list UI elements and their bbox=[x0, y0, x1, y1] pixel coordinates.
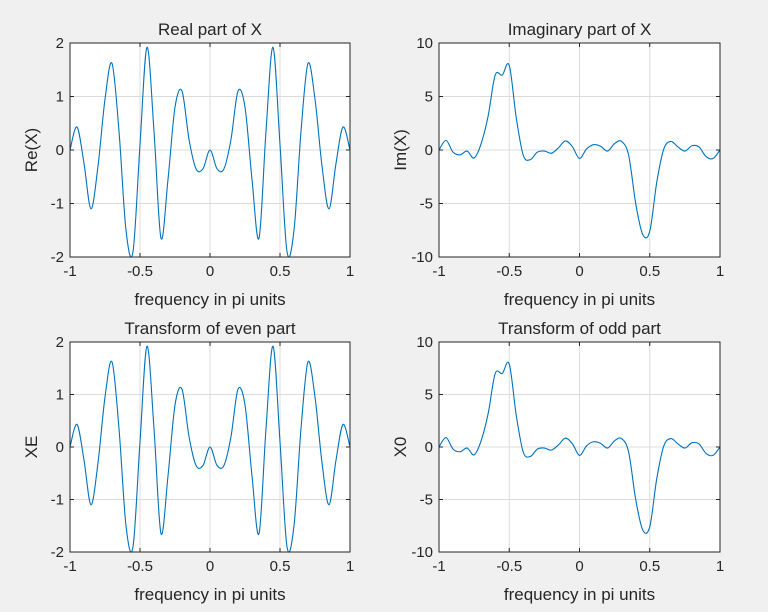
real-part-y-tick-label: 2 bbox=[56, 35, 64, 52]
odd-part-x-tick-label: 0 bbox=[575, 558, 583, 575]
even-part-y-tick-label: 1 bbox=[56, 387, 64, 404]
even-part-title: Transform of even part bbox=[124, 319, 296, 338]
odd-part-x-tick-label: 0.5 bbox=[639, 558, 660, 575]
imaginary-part-x-tick-label: 0.5 bbox=[639, 263, 660, 280]
real-part-y-tick-label: -1 bbox=[51, 196, 64, 213]
even-part-y-tick-label: 0 bbox=[56, 439, 64, 456]
real-part-y-axis-label: Re(X) bbox=[22, 128, 41, 172]
odd-part-y-tick-label: 5 bbox=[425, 387, 433, 404]
imaginary-part-y-axis-label: Im(X) bbox=[391, 129, 410, 171]
odd-part-x-tick-label: 1 bbox=[716, 558, 724, 575]
even-part-series-line bbox=[69, 345, 351, 553]
even-part-x-tick-label: 1 bbox=[346, 558, 354, 575]
even-part-x-tick-label: -1 bbox=[63, 558, 76, 575]
even-part-x-tick-label: 0.5 bbox=[270, 558, 291, 575]
even-part-x-tick-label: -0.5 bbox=[127, 558, 153, 575]
even-part-y-tick-label: -1 bbox=[51, 492, 64, 509]
odd-part-y-axis-label: X0 bbox=[391, 437, 410, 458]
real-part-x-tick-label: -1 bbox=[63, 263, 76, 280]
even-part-y-tick-label: -2 bbox=[51, 544, 64, 561]
real-part-x-tick-label: 0 bbox=[206, 263, 214, 280]
odd-part-y-tick-label: 10 bbox=[416, 334, 433, 351]
imaginary-part-y-tick-label: 0 bbox=[425, 142, 433, 159]
imaginary-part-title: Imaginary part of X bbox=[508, 20, 652, 39]
real-part-x-tick-label: 1 bbox=[346, 263, 354, 280]
imaginary-part-series-line bbox=[438, 63, 721, 239]
real-part-y-tick-label: 1 bbox=[56, 89, 64, 106]
odd-part-y-tick-label: 0 bbox=[425, 439, 433, 456]
even-part-y-tick-label: 2 bbox=[56, 334, 64, 351]
imaginary-part-x-tick-label: -1 bbox=[432, 263, 445, 280]
even-part-y-axis-label: XE bbox=[22, 436, 41, 459]
odd-part-y-tick-label: -5 bbox=[420, 492, 433, 509]
imaginary-part-x-tick-label: 0 bbox=[575, 263, 583, 280]
real-part-x-axis-label: frequency in pi units bbox=[134, 290, 285, 309]
imaginary-part-y-tick-label: 10 bbox=[416, 35, 433, 52]
imaginary-part-x-tick-label: -0.5 bbox=[496, 263, 522, 280]
odd-part-x-tick-label: -1 bbox=[432, 558, 445, 575]
chart-odd-part: -1 -0.5 0 0.5 1 -10 -5 0 5 10 Transform of odd par… bbox=[391, 319, 724, 604]
chart-imaginary-part: -1 -0.5 0 0.5 1 -10 -5 0 5 10 Imaginary part of X f… bbox=[391, 20, 724, 309]
odd-part-title: Transform of odd part bbox=[498, 319, 661, 338]
real-part-title: Real part of X bbox=[158, 20, 262, 39]
even-part-x-axis-label: frequency in pi units bbox=[134, 585, 285, 604]
odd-part-x-tick-label: -0.5 bbox=[496, 558, 522, 575]
imaginary-part-y-tick-label: 5 bbox=[425, 89, 433, 106]
real-part-y-tick-label: 0 bbox=[56, 142, 64, 159]
real-part-y-tick-label: -2 bbox=[51, 249, 64, 266]
real-part-x-tick-label: 0.5 bbox=[270, 263, 291, 280]
odd-part-series-line bbox=[438, 361, 721, 534]
real-part-series-line bbox=[69, 46, 351, 258]
real-part-x-tick-label: -0.5 bbox=[127, 263, 153, 280]
imaginary-part-x-tick-label: 1 bbox=[716, 263, 724, 280]
odd-part-x-axis-label: frequency in pi units bbox=[504, 585, 655, 604]
imaginary-part-y-tick-label: -5 bbox=[420, 196, 433, 213]
imaginary-part-y-tick-label: -10 bbox=[411, 249, 433, 266]
odd-part-y-tick-label: -10 bbox=[411, 544, 433, 561]
imaginary-part-x-axis-label: frequency in pi units bbox=[504, 290, 655, 309]
even-part-x-tick-label: 0 bbox=[206, 558, 214, 575]
